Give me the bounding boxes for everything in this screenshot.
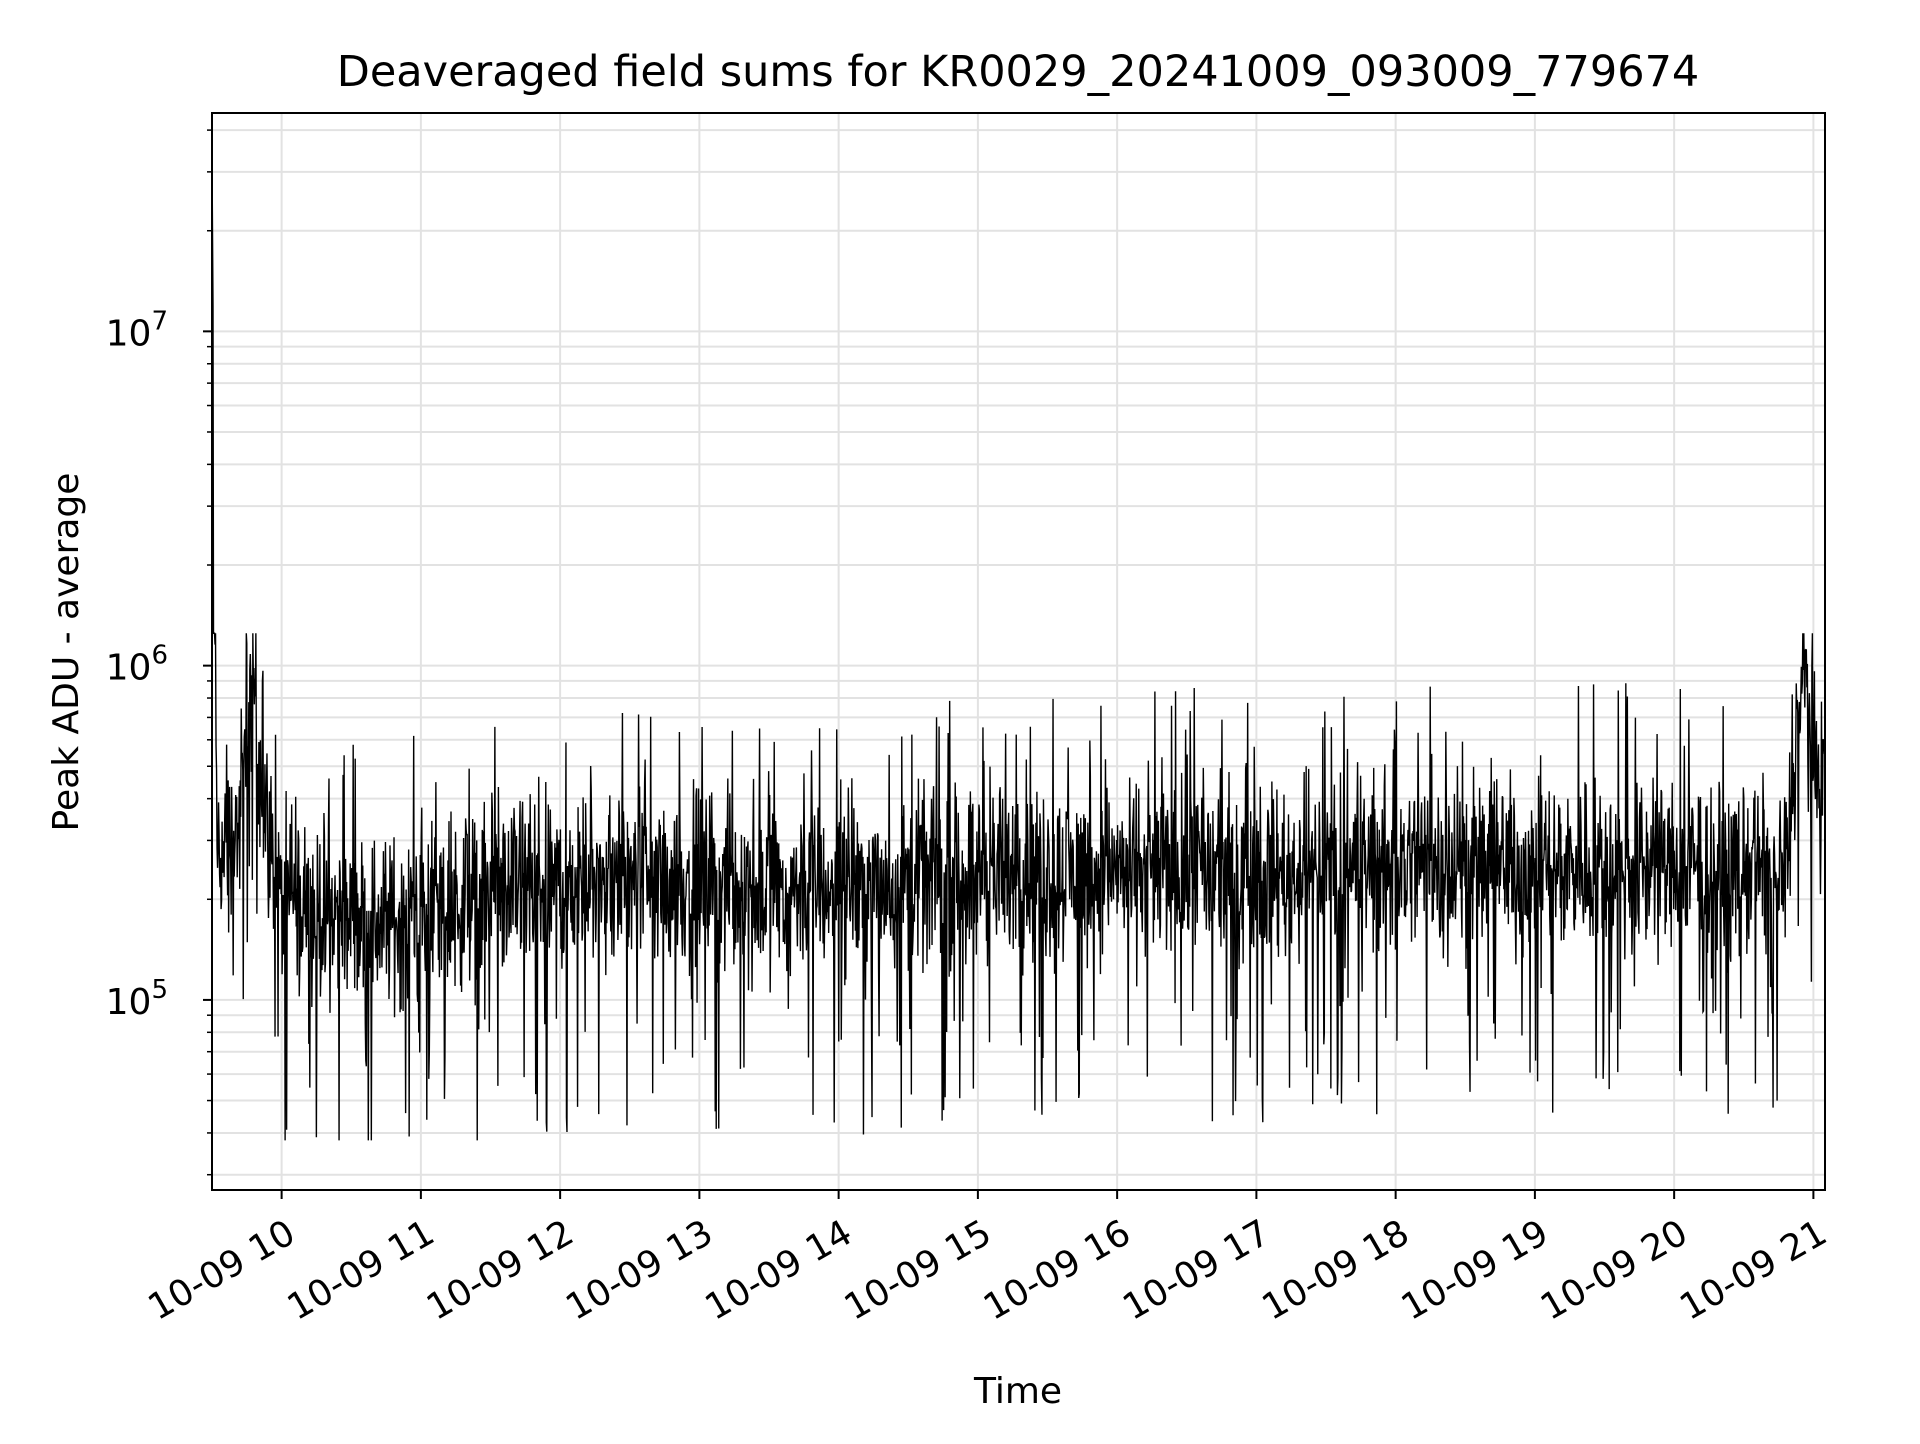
series-line	[211, 158, 1826, 1141]
y-tick-label: 106	[106, 641, 168, 689]
x-axis-label: Time	[973, 1371, 1062, 1412]
y-axis-label: Peak ADU - average	[46, 473, 87, 832]
y-tick-label: 107	[106, 306, 168, 354]
plot-data	[211, 158, 1826, 1141]
plot-frame	[211, 112, 1826, 1191]
y-tick-label: 105	[106, 975, 168, 1023]
chart-title: Deaveraged field sums for KR0029_2024100…	[337, 47, 1700, 97]
